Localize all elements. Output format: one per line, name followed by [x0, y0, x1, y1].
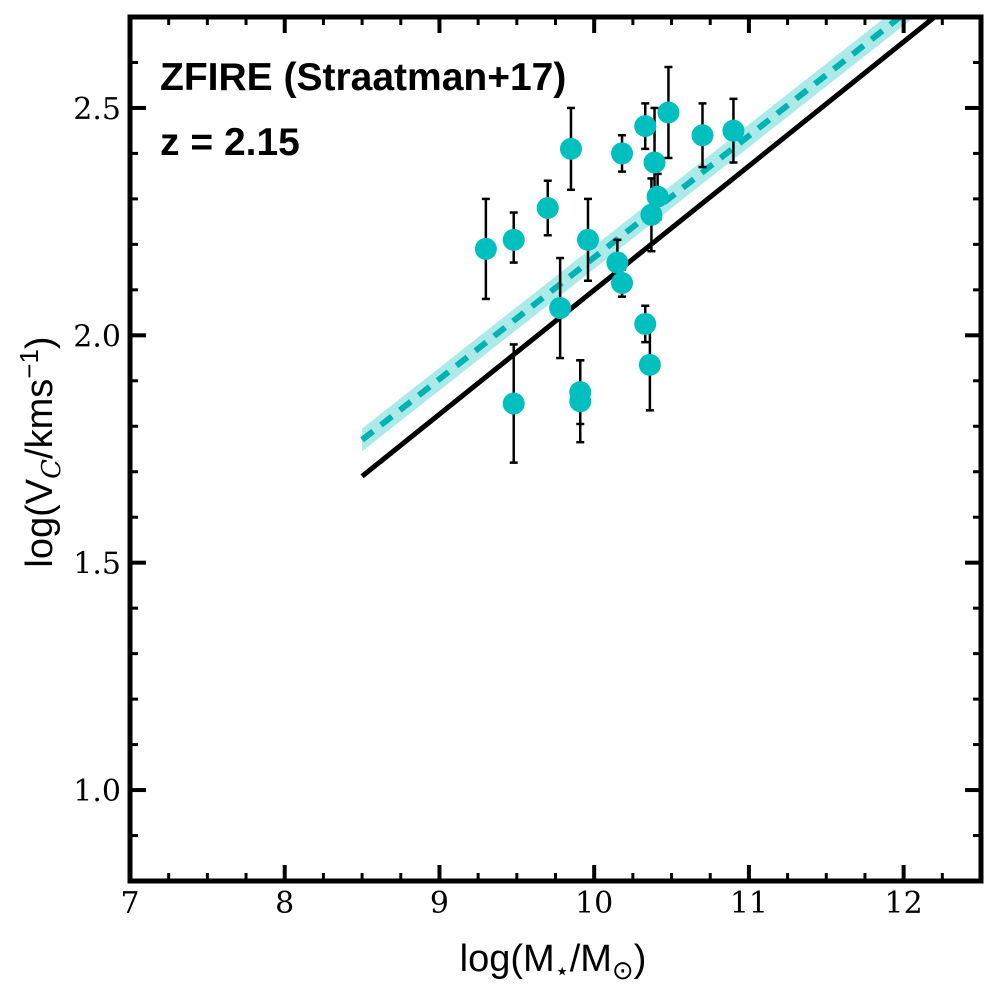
data-point-18 — [657, 101, 680, 124]
data-point-5 — [559, 137, 582, 160]
data-point-13 — [634, 115, 657, 138]
data-point-0 — [474, 237, 497, 260]
plot-frame — [127, 14, 984, 884]
annotation-survey: ZFIRE (Straatman+17) — [160, 56, 566, 99]
data-point-15 — [640, 203, 663, 226]
data-point-9 — [606, 251, 629, 274]
data-point-11 — [611, 272, 634, 295]
data-point-3 — [536, 196, 559, 219]
x-axis-title: log(M⋆/M⊙) — [460, 938, 647, 985]
reference-line — [360, 17, 937, 479]
data-point-4 — [549, 297, 572, 320]
data-point-8 — [576, 228, 599, 251]
y-tick-label: 1.5 — [73, 547, 121, 582]
x-tick-label: 9 — [430, 886, 449, 921]
x-tick-label: 7 — [120, 886, 139, 921]
x-tick-label: 11 — [730, 886, 768, 921]
data-point-14 — [638, 353, 661, 376]
x-tick-label: 10 — [575, 886, 613, 921]
data-point-16 — [643, 151, 666, 174]
data-point-2 — [502, 392, 525, 415]
y-tick-label: 2.5 — [73, 92, 121, 127]
data-point-19 — [691, 124, 714, 147]
data-point-1 — [502, 228, 525, 251]
y-axis-title: log(VC/kms−1) — [14, 336, 67, 567]
x-tick-label: 8 — [275, 886, 294, 921]
annotation-redshift: z = 2.15 — [160, 121, 300, 164]
y-tick-label: 2.0 — [73, 319, 121, 354]
data-point-12 — [634, 312, 657, 335]
fit-confidence-band — [362, 17, 915, 452]
data-point-7 — [569, 390, 592, 413]
data-point-17 — [646, 185, 669, 208]
fit-line-dashed — [360, 17, 905, 443]
x-tick-label: 12 — [885, 886, 923, 921]
y-tick-label: 1.0 — [73, 774, 121, 809]
data-point-10 — [611, 142, 634, 165]
data-point-20 — [722, 119, 745, 142]
